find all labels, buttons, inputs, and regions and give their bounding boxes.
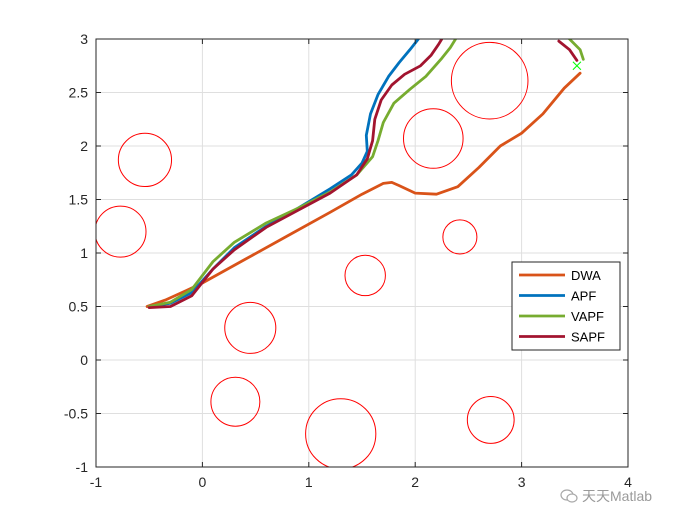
series-line-vapf xyxy=(147,39,585,308)
legend-label-dwa: DWA xyxy=(571,268,601,283)
y-tick-label: 0.5 xyxy=(69,299,89,315)
x-tick-label: 1 xyxy=(305,474,313,490)
y-tick-label: 1.5 xyxy=(69,192,89,208)
legend: DWA APF VAPF SAPF xyxy=(511,261,621,351)
obstacle-circle xyxy=(96,205,147,258)
legend-label-apf: APF xyxy=(571,289,596,304)
goal-marker xyxy=(572,61,582,71)
x-tick-label: 2 xyxy=(411,474,419,490)
obstacle-circle xyxy=(210,376,261,427)
obstacles xyxy=(96,41,529,467)
x-tick-label: 4 xyxy=(624,474,632,490)
y-tick-label: 2.5 xyxy=(69,85,89,101)
obstacle-circle xyxy=(224,301,277,354)
obstacle-circle xyxy=(117,132,173,188)
obstacle-circle xyxy=(305,398,377,467)
y-tick-label: 0 xyxy=(80,352,88,368)
x-tick-label: -1 xyxy=(90,474,103,490)
series-line-dwa xyxy=(145,71,582,308)
obstacle-circle xyxy=(466,396,515,444)
series-lines xyxy=(145,39,585,309)
watermark: 天天Matlab xyxy=(560,486,652,506)
legend-label-vapf: VAPF xyxy=(571,309,604,324)
wechat-icon xyxy=(560,489,578,503)
obstacle-circle xyxy=(402,108,464,169)
legend-label-sapf: SAPF xyxy=(571,330,605,345)
series-line-sapf xyxy=(147,39,579,309)
watermark-text: 天天Matlab xyxy=(582,488,653,504)
goal-marker-stroke xyxy=(572,61,582,71)
x-tick-label: 3 xyxy=(518,474,526,490)
y-tick-label: -1 xyxy=(76,459,89,475)
obstacle-circle xyxy=(450,41,529,120)
x-tick-label: 0 xyxy=(199,474,207,490)
obstacle-circle xyxy=(442,219,478,255)
y-tick-label: 3 xyxy=(80,31,88,47)
y-tick-label: -0.5 xyxy=(64,406,88,422)
y-tick-label: 2 xyxy=(80,138,88,154)
obstacle-circle xyxy=(344,254,386,297)
y-tick-label: 1 xyxy=(80,245,88,261)
axis-ticks: -1 0 1 2 3 4 -1 -0.5 0 0.5 1 1.5 2 2.5 3 xyxy=(64,31,632,490)
